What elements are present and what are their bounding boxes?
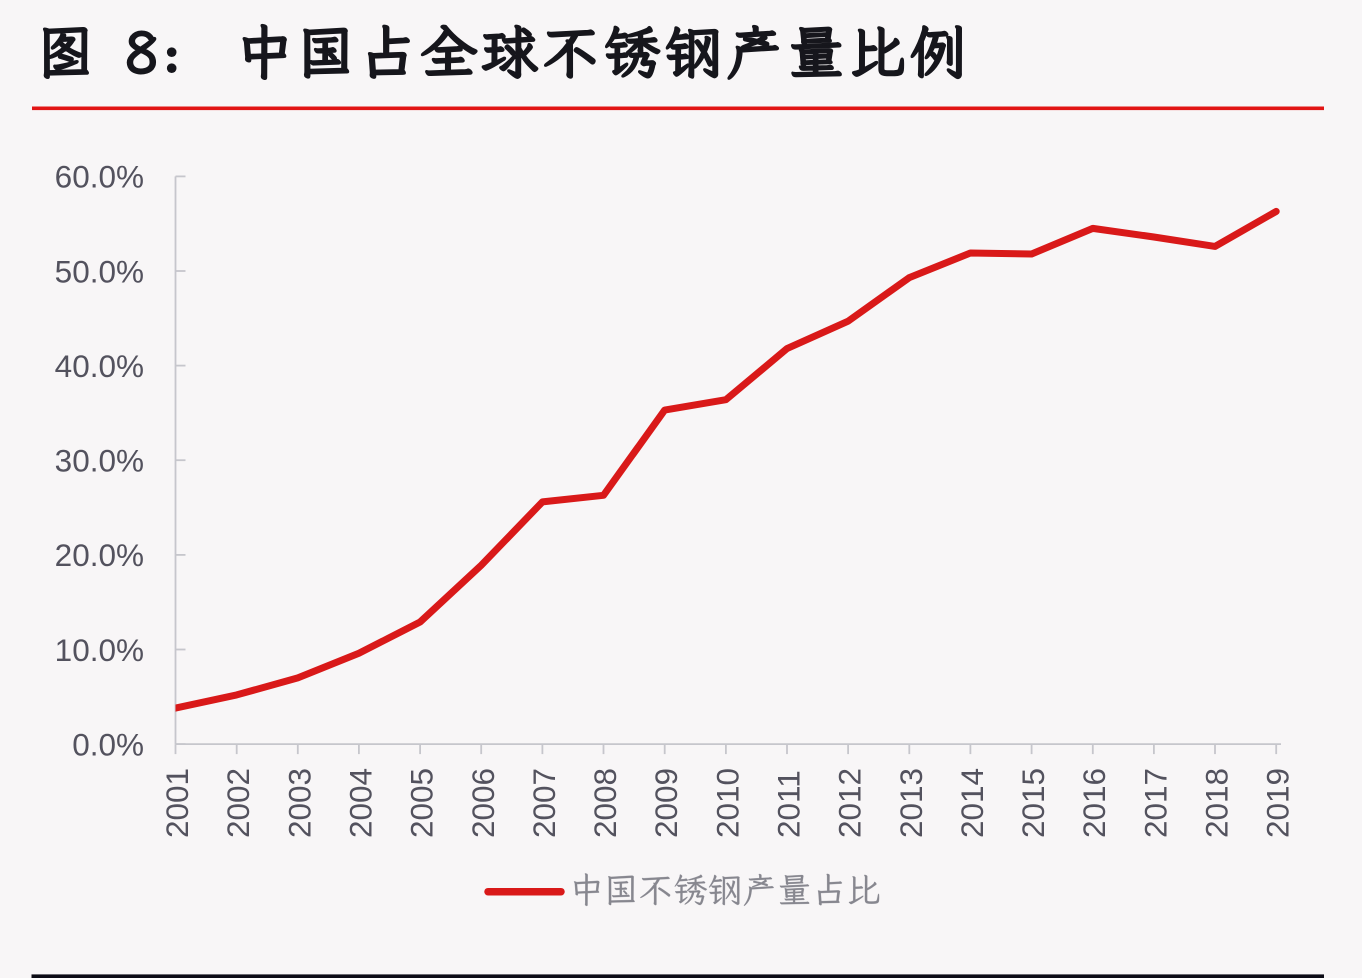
svg-text:2006: 2006	[465, 768, 501, 838]
svg-text:2018: 2018	[1199, 768, 1235, 838]
svg-text:2007: 2007	[526, 768, 562, 838]
svg-text:2009: 2009	[648, 768, 684, 838]
svg-text:2010: 2010	[709, 768, 745, 838]
svg-text:2003: 2003	[281, 768, 317, 838]
svg-text:2012: 2012	[832, 768, 868, 838]
svg-text:2005: 2005	[404, 768, 440, 838]
svg-text:20.0%: 20.0%	[55, 537, 144, 573]
svg-text:40.0%: 40.0%	[55, 348, 144, 384]
svg-text:2002: 2002	[220, 768, 256, 838]
svg-text:2011: 2011	[771, 770, 807, 838]
svg-text:2014: 2014	[954, 768, 990, 838]
svg-text:2004: 2004	[342, 768, 378, 838]
svg-text:2015: 2015	[1015, 768, 1051, 838]
svg-text:2017: 2017	[1137, 768, 1173, 838]
svg-text:2001: 2001	[159, 768, 195, 838]
svg-text:2019: 2019	[1260, 768, 1296, 838]
svg-text:2016: 2016	[1076, 768, 1112, 838]
svg-text:10.0%: 10.0%	[55, 632, 144, 668]
svg-text:2013: 2013	[893, 768, 929, 838]
svg-text:30.0%: 30.0%	[55, 443, 144, 479]
svg-text:50.0%: 50.0%	[55, 253, 144, 289]
svg-text:0.0%: 0.0%	[72, 726, 144, 762]
svg-text:2008: 2008	[587, 768, 623, 838]
svg-text:60.0%: 60.0%	[55, 159, 144, 195]
